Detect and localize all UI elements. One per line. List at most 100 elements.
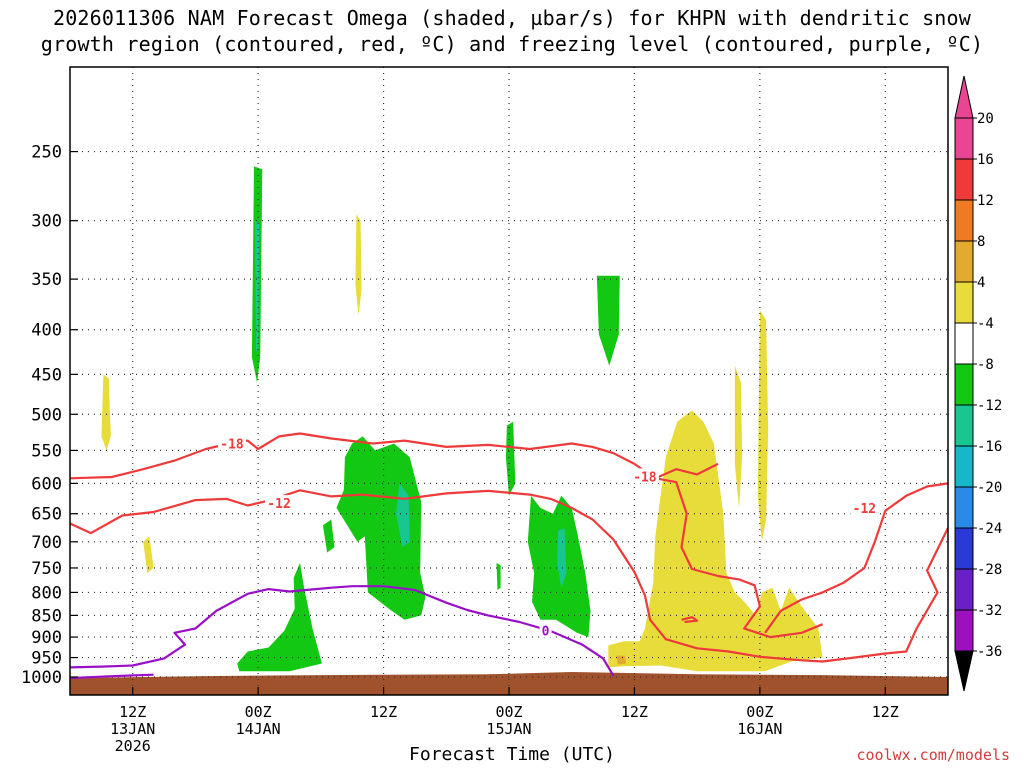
x-tick-label-66-1: 16JAN xyxy=(737,720,782,738)
dgz-contour-1-label: -12 xyxy=(267,497,290,512)
x-tick-label-30-0: 12Z xyxy=(370,703,397,721)
y-tick-label-700: 700 xyxy=(31,533,62,553)
colorbar-swatch-8 xyxy=(954,445,974,488)
omega-region-4 xyxy=(143,536,154,573)
colorbar: 20 16 12 8 4 -4 -8 -12 -16 -20 -24 -28 -32 -36 xyxy=(954,75,1002,692)
contour-layer xyxy=(70,432,948,680)
colorbar-swatch-12 xyxy=(954,609,974,652)
terrain-fill xyxy=(70,672,948,695)
colorbar-swatch-5 xyxy=(954,322,974,365)
colorbar-label-3: 8 xyxy=(977,234,985,250)
y-tick-label-550: 550 xyxy=(31,441,62,461)
freezing-contour-0 xyxy=(70,585,615,677)
x-tick-label-78-0: 12Z xyxy=(872,703,899,721)
x-axis-title: Forecast Time (UTC) xyxy=(409,744,615,765)
omega-region-10 xyxy=(505,421,516,496)
freezing-contour-0-label: 0 xyxy=(542,624,550,639)
colorbar-label-10: -24 xyxy=(977,521,1002,537)
y-tick-label-1000: 1000 xyxy=(21,668,62,688)
y-tick-label-500: 500 xyxy=(31,405,62,425)
omega-region-16 xyxy=(757,310,769,542)
y-tick-label-450: 450 xyxy=(31,365,62,385)
x-tick-label-66-0: 00Z xyxy=(746,703,773,721)
omega-region-12 xyxy=(557,528,567,588)
dgz-contour-3-label: -12 xyxy=(853,502,876,517)
omega-shading-layer xyxy=(70,166,948,695)
dgz-contour-0-label-bg xyxy=(218,435,247,451)
x-tick-label-6-2: 2026 xyxy=(115,737,151,755)
colorbar-swatch-0 xyxy=(954,117,974,160)
x-tick-label-18-0: 00Z xyxy=(245,703,272,721)
y-tick-label-950: 950 xyxy=(31,649,62,669)
y-tick-label-600: 600 xyxy=(31,474,62,494)
dgz-contour-3 xyxy=(764,482,948,634)
colorbar-swatch-2 xyxy=(954,199,974,242)
colorbar-top-arrow xyxy=(954,75,974,119)
colorbar-label-11: -28 xyxy=(977,562,1002,578)
colorbar-label-1: 16 xyxy=(977,152,994,168)
colorbar-swatch-7 xyxy=(954,404,974,447)
dgz-contour-2-label: -18 xyxy=(633,470,657,485)
dgz-contour-4 xyxy=(681,616,699,624)
omega-region-7 xyxy=(336,436,426,620)
omega-region-17 xyxy=(734,365,743,508)
colorbar-swatch-10 xyxy=(954,527,974,570)
x-tick-label-6-0: 12Z xyxy=(119,703,146,721)
colorbar-bottom-arrow xyxy=(954,650,974,692)
y-tick-label-800: 800 xyxy=(31,583,62,603)
colorbar-label-9: -20 xyxy=(977,480,1002,496)
colorbar-label-6: -8 xyxy=(977,357,994,373)
omega-region-5 xyxy=(596,275,620,366)
colorbar-swatch-9 xyxy=(954,486,974,529)
colorbar-label-4: 4 xyxy=(977,275,985,291)
colorbar-swatch-3 xyxy=(954,240,974,283)
chart-title-line2: growth region (contoured, red, ºC) and f… xyxy=(40,32,984,56)
omega-region-14 xyxy=(608,410,823,672)
omega-region-13 xyxy=(496,562,501,590)
y-tick-label-850: 850 xyxy=(31,606,62,626)
colorbar-swatch-4 xyxy=(954,281,974,324)
y-axis: 2503003504004505005506006507007508008509… xyxy=(21,143,78,688)
omega-region-2 xyxy=(355,214,362,316)
y-tick-label-350: 350 xyxy=(31,270,62,290)
x-tick-label-42-1: 15JAN xyxy=(486,720,531,738)
omega-region-8 xyxy=(322,519,335,553)
colorbar-swatch-11 xyxy=(954,568,974,611)
omega-region-3 xyxy=(101,374,111,451)
colorbar-label-7: -12 xyxy=(977,398,1002,414)
colorbar-label-0: 20 xyxy=(977,111,994,127)
dgz-contour-1-label-bg xyxy=(265,495,294,511)
dgz-contour-2 xyxy=(655,477,824,639)
y-tick-label-900: 900 xyxy=(31,628,62,648)
colorbar-label-8: -16 xyxy=(977,439,1002,455)
colorbar-swatch-6 xyxy=(954,363,974,406)
credit-text: coolwx.com/models xyxy=(856,746,1010,764)
colorbar-swatch-1 xyxy=(954,158,974,201)
grid-layer xyxy=(70,67,948,695)
x-tick-label-6-1: 13JAN xyxy=(110,720,155,738)
dgz-contour-0 xyxy=(70,432,719,480)
dgz-contour-3-label-bg xyxy=(850,499,879,515)
contour-label-layer: -18 -12 -18 -12 0 xyxy=(218,435,879,639)
plot-frame xyxy=(69,66,949,696)
y-tick-label-400: 400 xyxy=(31,321,62,341)
colorbar-label-12: -32 xyxy=(977,603,1002,619)
x-tick-label-54-0: 12Z xyxy=(621,703,648,721)
y-tick-label-250: 250 xyxy=(31,143,62,163)
chart-title-line1: 2026011306 NAM Forecast Omega (shaded, µ… xyxy=(52,6,972,30)
y-tick-label-650: 650 xyxy=(31,505,62,525)
x-tick-label-42-0: 00Z xyxy=(495,703,522,721)
dgz-contour-2-label-bg xyxy=(630,468,659,484)
dgz-contour-1 xyxy=(70,489,948,663)
x-tick-label-18-1: 14JAN xyxy=(236,720,281,738)
y-tick-label-300: 300 xyxy=(31,212,62,232)
y-tick-label-750: 750 xyxy=(31,559,62,579)
omega-region-6 xyxy=(237,562,322,672)
freezing-contour-1 xyxy=(70,673,154,680)
colorbar-label-13: -36 xyxy=(977,644,1002,660)
colorbar-label-5: -4 xyxy=(977,316,994,332)
omega-region-15 xyxy=(616,655,627,665)
colorbar-label-2: 12 xyxy=(977,193,994,209)
